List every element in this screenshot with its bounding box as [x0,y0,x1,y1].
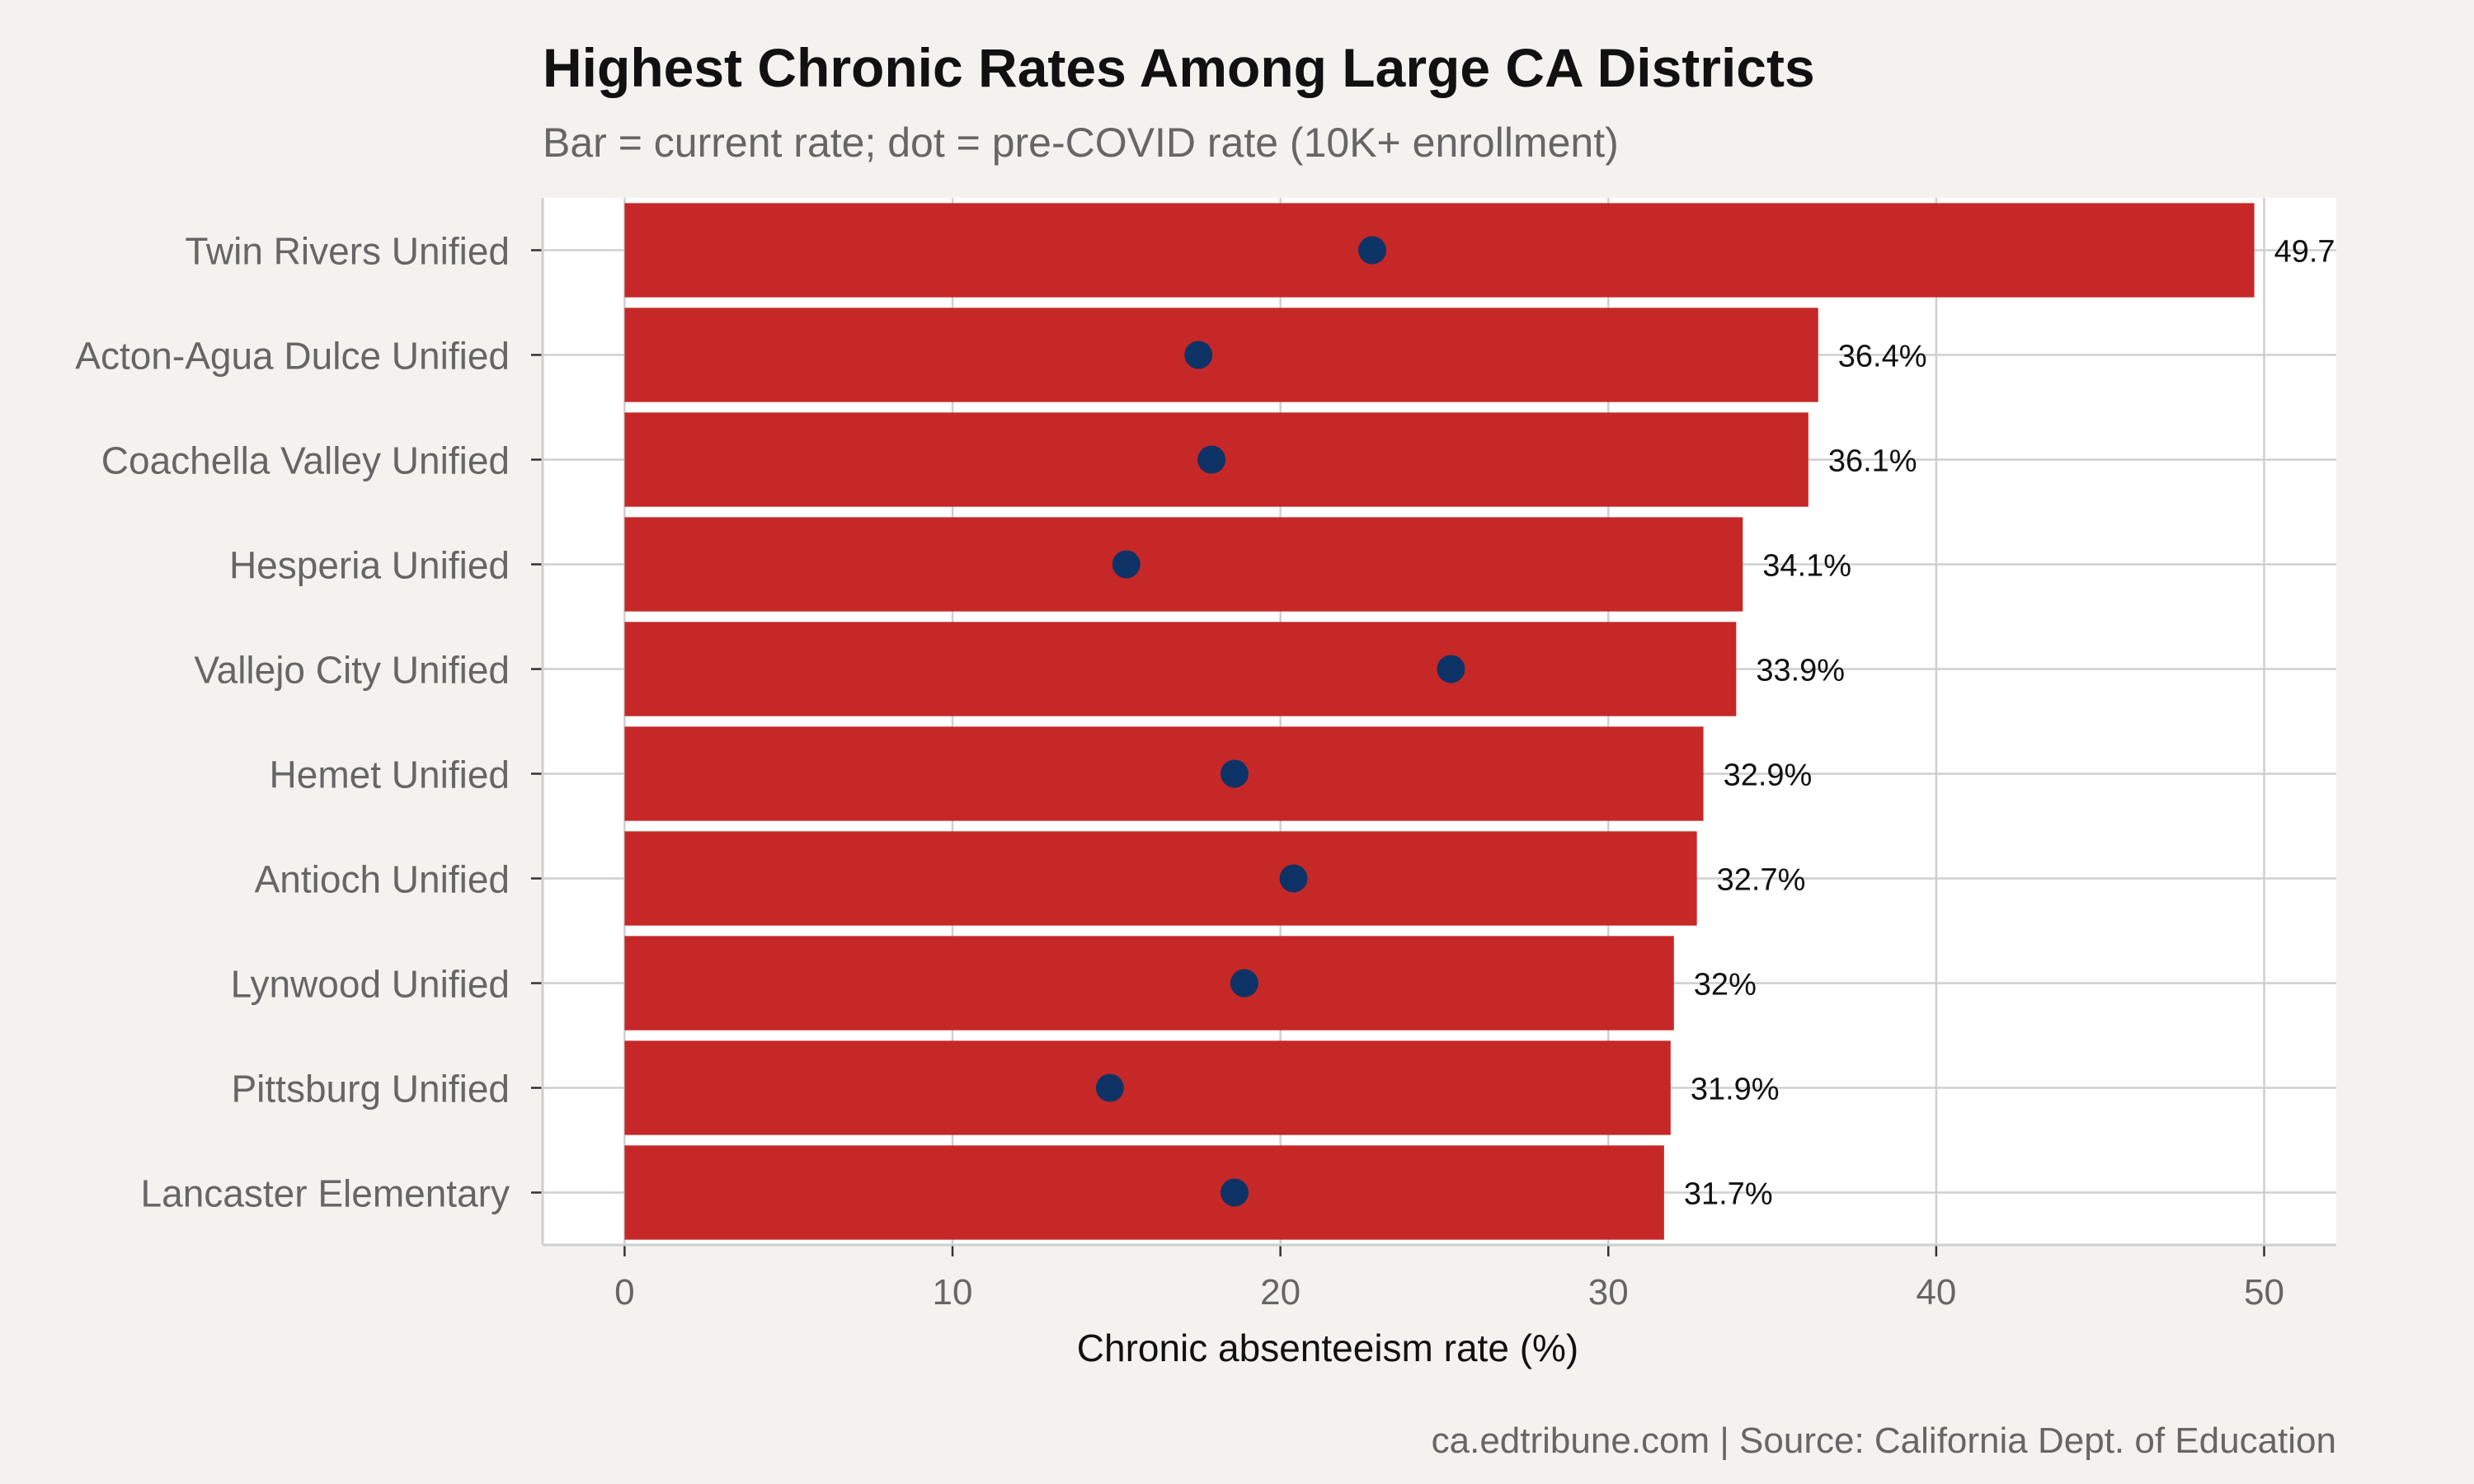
pre-covid-dot [1220,1178,1249,1207]
pre-covid-dot [1279,864,1308,893]
pre-covid-dot [1230,969,1258,998]
x-tick-label: 20 [1260,1272,1300,1313]
data-label: 32.9% [1724,758,1813,793]
y-tick-label: Antioch Unified [255,858,510,901]
bar [624,936,1674,1031]
bar [624,726,1704,821]
y-tick-label: Twin Rivers Unified [185,230,510,273]
pre-covid-dot [1437,655,1465,683]
pre-covid-dot [1357,236,1386,265]
y-tick-label: Lancaster Elementary [141,1172,510,1215]
x-tick-label: 0 [614,1272,634,1313]
y-tick-label: Coachella Valley Unified [101,439,510,482]
bar [624,622,1737,716]
bar [624,517,1743,612]
bar [624,203,2255,298]
pre-covid-dot [1197,445,1226,474]
x-axis-title: Chronic absenteeism rate (%) [1077,1327,1578,1369]
x-tick-label: 30 [1588,1272,1629,1313]
pre-covid-dot [1095,1073,1124,1102]
x-tick-label: 40 [1916,1272,1956,1313]
chart-subtitle: Bar = current rate; dot = pre-COVID rate… [543,120,1619,166]
x-tick-labels: 0 10 20 30 40 50 [614,1272,2284,1313]
y-tick-label: Vallejo City Unified [194,649,510,692]
y-tick-label: Pittsburg Unified [232,1068,510,1111]
data-label: 32.7% [1717,863,1806,898]
x-tick-label: 10 [933,1272,973,1313]
data-label: 36.4% [1838,340,1927,374]
data-label: 31.7% [1684,1177,1773,1212]
chart-caption: ca.edtribune.com | Source: California De… [1432,1421,2336,1461]
data-label: 36.1% [1828,444,1917,479]
data-label: 33.9% [1756,654,1845,688]
bars [624,203,2255,1240]
data-label: 32% [1694,968,1757,1003]
y-tick-labels: Twin Rivers Unified Acton-Agua Dulce Unif… [75,230,510,1215]
x-tick-label: 50 [2244,1272,2284,1313]
data-label: 31.9% [1691,1073,1780,1107]
chart-title: Highest Chronic Rates Among Large CA Dis… [543,37,1815,98]
bar [624,308,1818,402]
data-label: 34.1% [1762,549,1851,584]
bar [624,1040,1671,1135]
data-labels: 49.7 36.4% 36.1% 34.1% 33.9% 32.9% 32.7% 32% 31.… [1684,235,2335,1212]
bar [624,831,1697,926]
y-tick-label: Lynwood Unified [231,963,510,1006]
pre-covid-dot [1220,759,1249,788]
y-tick-label: Hemet Unified [270,754,510,796]
y-tick-label: Hesperia Unified [229,544,510,587]
dots [1095,236,1465,1207]
data-label: 49.7 [2274,235,2335,270]
pre-covid-dot [1184,340,1213,369]
pre-covid-dot [1112,550,1141,579]
y-tick-label: Acton-Agua Dulce Unified [75,335,510,378]
bar [624,1145,1664,1240]
